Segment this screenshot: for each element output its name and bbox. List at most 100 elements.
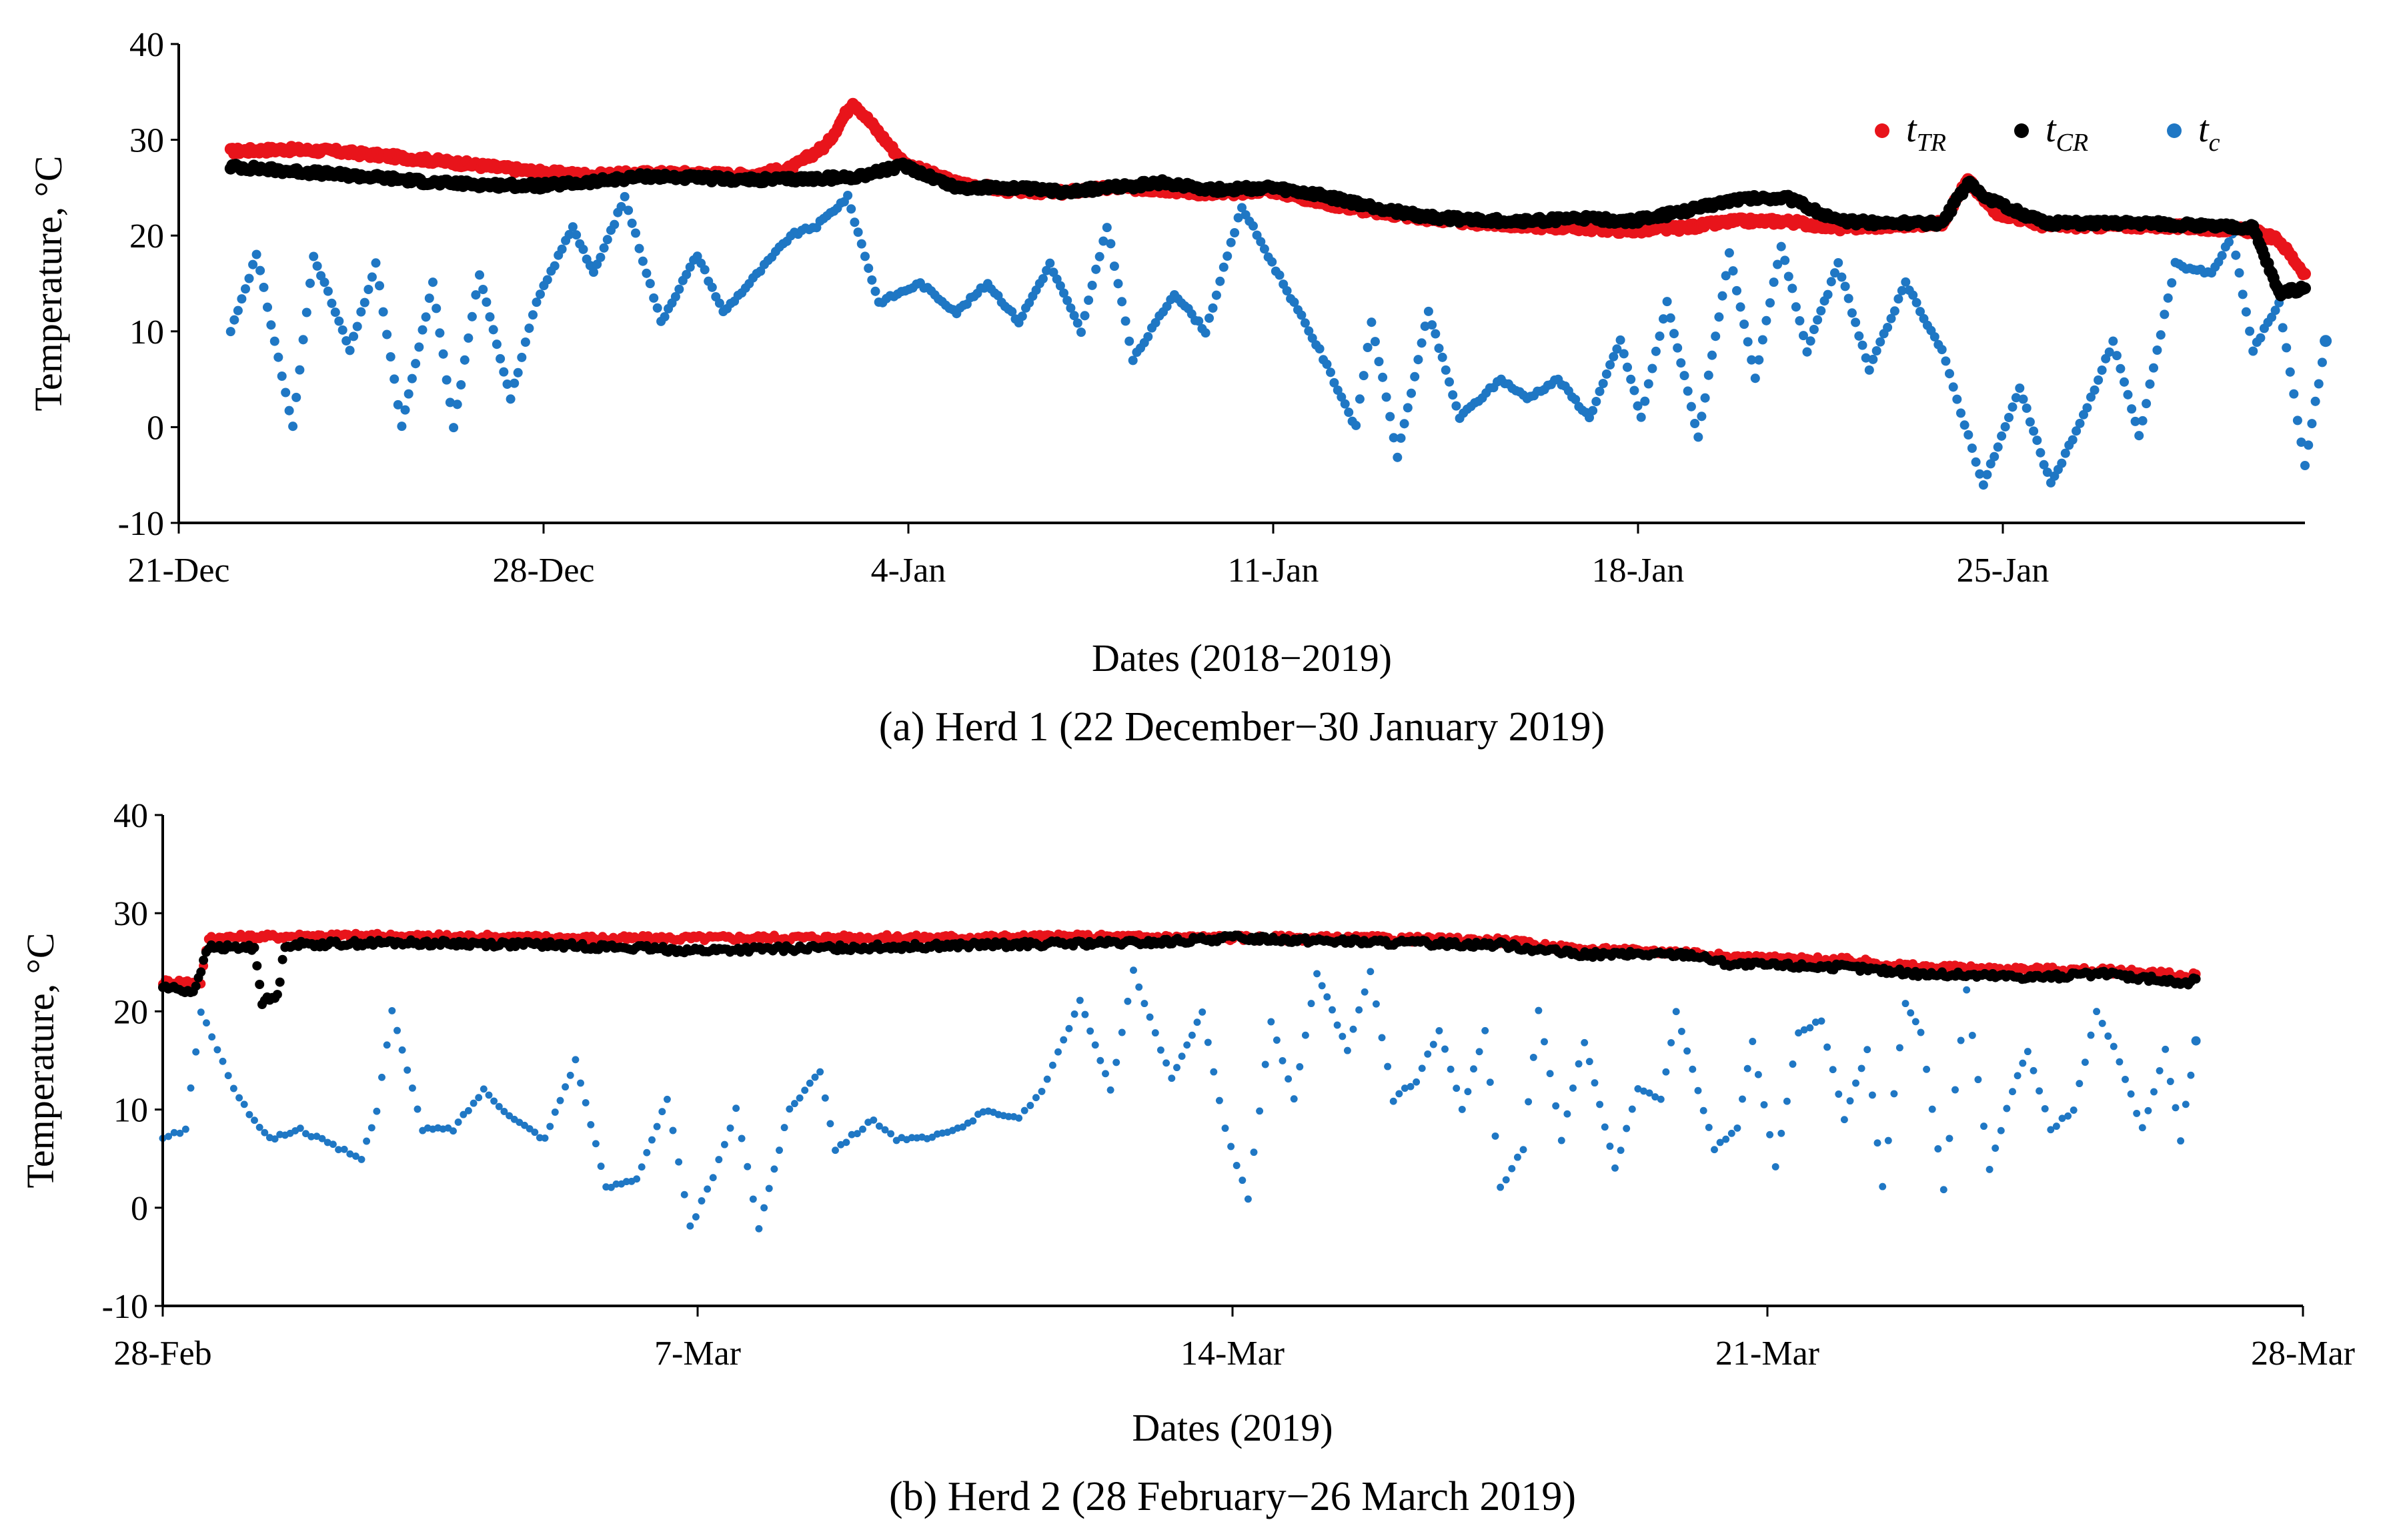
data-point-tc	[630, 228, 641, 238]
data-point-tc	[1588, 406, 1598, 416]
data-point-tc	[811, 1073, 819, 1081]
data-point-tc	[1673, 343, 1683, 353]
data-point-tc	[1769, 277, 1779, 287]
data-point-tc	[464, 333, 474, 343]
data-point-tc	[660, 311, 670, 322]
data-point-tc	[452, 400, 462, 410]
x-tick-label: 21-Mar	[1715, 1335, 1819, 1373]
data-point-tc	[2127, 404, 2137, 414]
y-tick-label: -10	[102, 1288, 148, 1326]
panel-a-points	[224, 97, 2332, 490]
data-point-tc	[698, 1197, 706, 1205]
data-point-tc	[305, 278, 315, 288]
data-point-tc	[1032, 1094, 1040, 1102]
data-point-tc	[707, 282, 717, 292]
data-point-tc	[1423, 306, 1433, 316]
data-point-tc	[2145, 379, 2155, 389]
data-point-tc	[1889, 306, 1899, 316]
data-point-tc	[502, 379, 512, 390]
data-point-tc	[1437, 352, 1447, 362]
data-point-tc	[2224, 237, 2234, 247]
data-point-tc	[1628, 1105, 1636, 1113]
data-point-tc	[2108, 336, 2118, 346]
data-point-tc	[969, 1117, 977, 1125]
data-point-tc	[319, 277, 329, 287]
data-point-tc	[1162, 1059, 1170, 1067]
data-point-tc	[1711, 331, 1721, 341]
data-point-tc	[485, 1091, 493, 1099]
data-point-tc	[1731, 285, 1742, 295]
data-point-tc	[867, 275, 877, 285]
data-point-tc	[1939, 1186, 1947, 1194]
data-point-tc	[262, 302, 273, 312]
data-point-tc	[517, 352, 527, 362]
data-point-tc	[1173, 1064, 1180, 1072]
data-point-tc	[1091, 1041, 1099, 1049]
data-point-tc	[1448, 390, 1458, 400]
data-point-tc	[442, 375, 452, 385]
data-point-tc	[291, 392, 301, 402]
data-point-tc	[1120, 316, 1130, 326]
data-point-tc	[273, 352, 283, 362]
data-point-tc	[1381, 392, 1391, 402]
data-point-tc	[2163, 293, 2173, 303]
data-point-tc	[1256, 1107, 1264, 1115]
data-point-tc	[1081, 1010, 1089, 1018]
data-point-tc	[1541, 1038, 1548, 1046]
data-point-tc	[959, 1123, 967, 1131]
data-point-tc	[1417, 338, 1427, 348]
data-point-tc	[1886, 313, 1896, 323]
data-point-tc	[393, 400, 403, 410]
data-point-tc	[1975, 469, 1985, 479]
data-point-tc	[1406, 388, 1417, 398]
data-point-tc	[1535, 1006, 1543, 1014]
data-point-tc	[421, 312, 431, 322]
data-point-tc	[2018, 394, 2028, 404]
data-point-tc	[1783, 1097, 1791, 1105]
data-point-tc	[389, 374, 400, 384]
data-point-tc	[1783, 271, 1793, 281]
data-point-tc	[692, 251, 702, 261]
data-point-tc	[2112, 351, 2122, 361]
data-point-tc	[225, 327, 235, 337]
data-point-tc	[345, 345, 355, 355]
data-point-tc	[1007, 307, 1017, 317]
data-point-tc	[1911, 297, 1921, 307]
data-point-tc	[624, 205, 634, 215]
data-point-tc	[1384, 1062, 1392, 1070]
data-point-tc	[1239, 1177, 1247, 1185]
data-point-tc	[643, 1148, 651, 1157]
data-point-tc	[1367, 317, 1377, 327]
data-point-tc	[1754, 355, 1764, 365]
data-point-tc	[1109, 261, 1119, 271]
data-point-tc	[2015, 383, 2025, 394]
data-point-tc	[298, 335, 308, 345]
data-point-tc	[1957, 1036, 1965, 1044]
data-point-tc	[1453, 1084, 1461, 1092]
data-point-tc	[1194, 316, 1204, 326]
data-point-tc	[532, 297, 542, 307]
data-point-tc	[1658, 314, 1669, 324]
data-point-tc	[1513, 1153, 1521, 1161]
data-point-tc	[1038, 1087, 1046, 1095]
data-point-tc	[2130, 416, 2140, 426]
data-point-tc	[2241, 307, 2251, 317]
data-point-tc	[2123, 390, 2133, 400]
data-point-tc	[2289, 389, 2299, 399]
data-point-tc	[887, 1130, 895, 1138]
data-point-tc	[1640, 1087, 1647, 1095]
data-point-tc	[588, 267, 599, 277]
data-point-tc	[176, 1129, 184, 1137]
data-point-tc	[1765, 298, 1775, 308]
data-point-tc	[562, 1083, 570, 1091]
data-point-tc	[312, 261, 322, 271]
data-point-tc	[219, 1057, 227, 1065]
data-point-tc	[1304, 326, 1314, 336]
data-point-tc	[535, 289, 546, 299]
data-point-tc	[1617, 1146, 1625, 1154]
data-point-tc	[1464, 1088, 1472, 1096]
data-point-tc	[248, 259, 258, 269]
data-point-tc	[2138, 1124, 2146, 1132]
data-point-tc	[363, 1137, 371, 1145]
data-point-tc	[1978, 480, 1988, 490]
